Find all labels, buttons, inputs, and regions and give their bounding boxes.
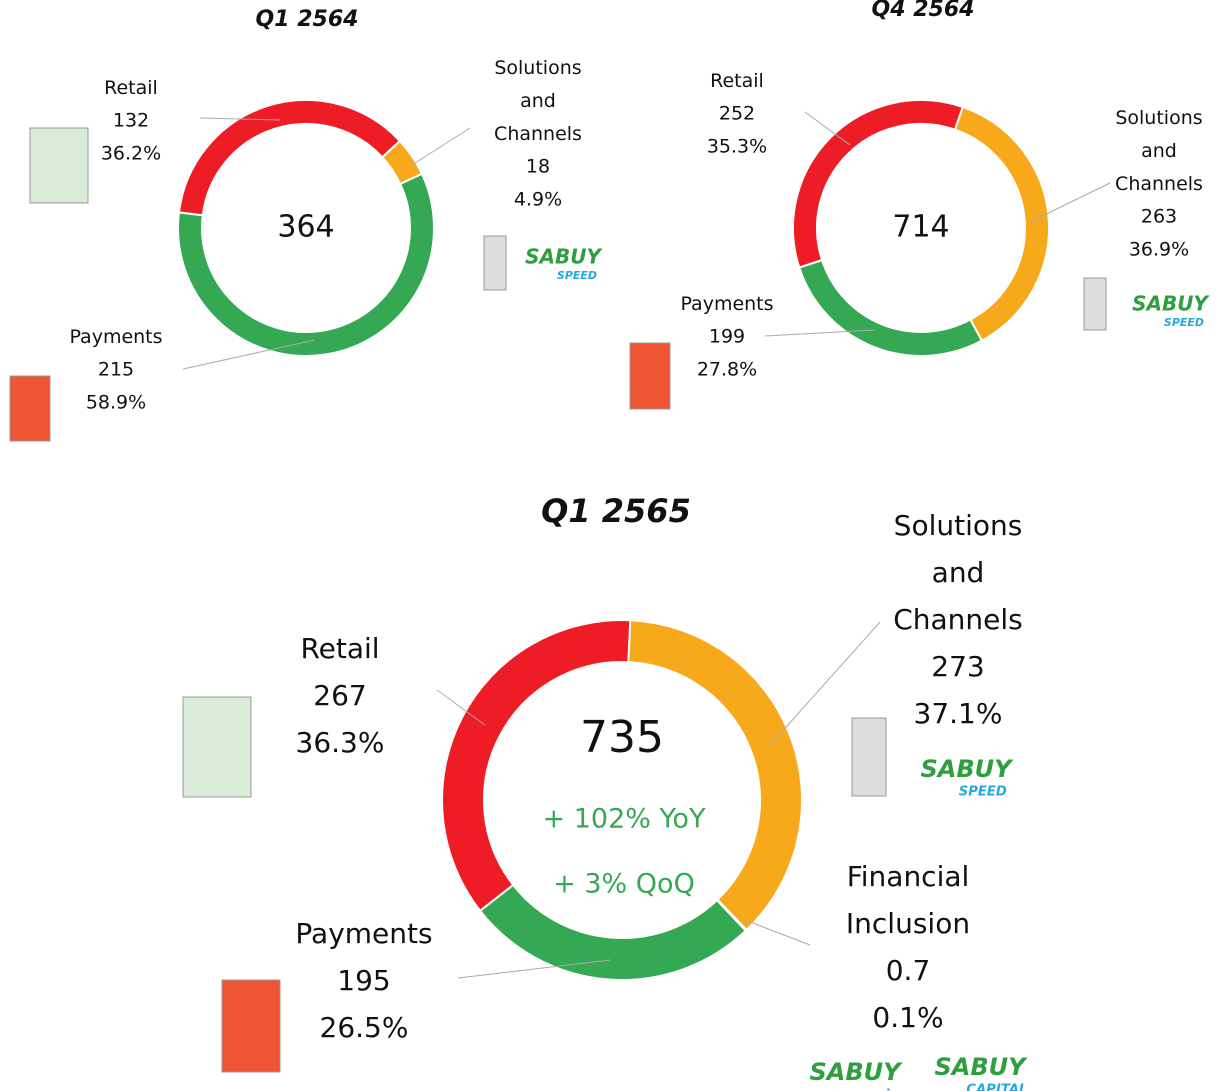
logo-sub: maxi bbox=[854, 1088, 890, 1091]
category-label: Payments bbox=[69, 326, 162, 348]
kiosk-image bbox=[222, 980, 280, 1072]
chart-title: Q4 2564 bbox=[872, 0, 975, 22]
percent-label: 4.9% bbox=[514, 189, 562, 211]
kiosk-image bbox=[10, 376, 50, 441]
percent-label: 58.9% bbox=[86, 392, 146, 414]
value-label: 267 bbox=[313, 679, 366, 712]
logo-name: SABUY bbox=[1132, 292, 1210, 316]
value-label: 195 bbox=[337, 964, 390, 997]
percent-label: 26.5% bbox=[320, 1011, 409, 1044]
vending-machine-image bbox=[30, 128, 88, 203]
logo-sub: CAPITAL bbox=[966, 1083, 1027, 1091]
kiosk-image bbox=[852, 718, 886, 796]
percent-label: 37.1% bbox=[914, 697, 1003, 730]
leader-line bbox=[745, 920, 810, 945]
kiosk-image bbox=[630, 343, 670, 409]
logo-name: SABUY bbox=[934, 1053, 1028, 1081]
donut-segment bbox=[799, 260, 981, 356]
donut-segment bbox=[179, 100, 400, 215]
value-label: 18 bbox=[526, 156, 550, 178]
growth-annotation: + 102% YoY bbox=[543, 804, 706, 835]
percent-label: 36.9% bbox=[1129, 239, 1189, 261]
growth-annotation: + 3% QoQ bbox=[553, 869, 695, 900]
category-label: Retail bbox=[104, 77, 158, 99]
value-label: 215 bbox=[98, 359, 134, 381]
category-label: Payments bbox=[680, 293, 773, 315]
value-label: 263 bbox=[1141, 206, 1177, 228]
chart-title: Q1 2564 bbox=[256, 7, 359, 32]
chart-title: Q1 2565 bbox=[541, 492, 691, 530]
total-value: 714 bbox=[892, 210, 949, 245]
percent-label: 36.2% bbox=[101, 143, 161, 165]
value-label: 0.7 bbox=[886, 954, 931, 987]
logo-sub: SPEED bbox=[1164, 316, 1204, 329]
percent-label: 36.3% bbox=[296, 726, 385, 759]
logo-sub: SPEED bbox=[959, 785, 1007, 800]
total-value: 364 bbox=[277, 210, 334, 245]
kiosk-image bbox=[484, 236, 506, 290]
percent-label: 27.8% bbox=[697, 359, 757, 381]
value-label: 252 bbox=[719, 103, 755, 125]
page: Q1 2564 364 Retail 132 36.2% SolutionsandChan… bbox=[0, 0, 1231, 1091]
chart: Q1 2564 364 Retail 132 36.2% SolutionsandChan… bbox=[0, 0, 1231, 1091]
value-label: 132 bbox=[113, 110, 149, 132]
total-value: 735 bbox=[580, 712, 664, 763]
logo-name: SABUY bbox=[809, 1058, 903, 1086]
logo-name: SABUY bbox=[525, 245, 603, 269]
percent-label: 35.3% bbox=[707, 136, 767, 158]
category-label: Payments bbox=[295, 917, 432, 950]
category-label: Retail bbox=[710, 70, 764, 92]
value-label: 199 bbox=[709, 326, 745, 348]
donut-segment bbox=[955, 107, 1049, 341]
value-label: 273 bbox=[931, 650, 984, 683]
logo-name: SABUY bbox=[920, 755, 1014, 783]
kiosk-image bbox=[1084, 278, 1106, 330]
donut-segment bbox=[442, 620, 630, 911]
leader-line bbox=[412, 128, 470, 165]
percent-label: 0.1% bbox=[872, 1001, 943, 1034]
logo-sub: SPEED bbox=[557, 269, 597, 282]
category-label: Retail bbox=[300, 632, 379, 665]
vending-machine-image bbox=[183, 697, 251, 797]
donut-segment bbox=[178, 174, 434, 356]
